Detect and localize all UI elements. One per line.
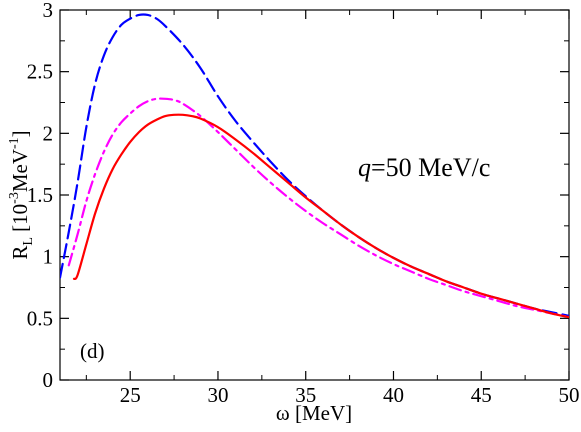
y-axis-units-open: [10 bbox=[8, 204, 32, 237]
q-symbol: q bbox=[358, 153, 371, 182]
series-line-dashdot-magenta bbox=[67, 97, 569, 319]
x-tick-label-3: 40 bbox=[383, 383, 404, 407]
x-tick-label-4: 45 bbox=[471, 383, 492, 407]
y-tick-label-2: 1 bbox=[43, 245, 54, 269]
panel-label: (d) bbox=[80, 339, 105, 363]
y-tick-label-0: 0 bbox=[43, 368, 54, 392]
tick-marks bbox=[60, 9, 570, 381]
series-group bbox=[60, 13, 569, 319]
x-tick-label-0: 25 bbox=[120, 383, 141, 407]
y-axis-units-exp1: -3 bbox=[7, 192, 22, 204]
y-axis-units-mid: MeV bbox=[8, 149, 32, 192]
y-axis-units-close: ] bbox=[8, 130, 32, 137]
series-line-dashed-blue bbox=[60, 13, 569, 317]
tick-labels: 25 30 35 40 45 50 0 0.5 1 1.5 2 2.5 3 bbox=[27, 0, 580, 407]
x-tick-label-5: 50 bbox=[559, 383, 580, 407]
y-axis-title: RL [10-3MeV-1] bbox=[7, 130, 36, 259]
y-tick-label-4: 2 bbox=[43, 121, 54, 145]
y-axis-main: R bbox=[8, 246, 32, 260]
y-tick-label-6: 3 bbox=[43, 0, 54, 22]
x-tick-label-1: 30 bbox=[207, 383, 228, 407]
plot-frame bbox=[59, 9, 570, 381]
y-tick-label-5: 2.5 bbox=[27, 60, 53, 84]
y-tick-label-1: 0.5 bbox=[27, 306, 53, 330]
x-tick-label-2: 35 bbox=[295, 383, 316, 407]
y-axis-units-exp2: -1 bbox=[7, 137, 22, 149]
q-annotation: q=50 MeV/c bbox=[358, 153, 490, 182]
q-value: =50 MeV/c bbox=[371, 153, 490, 182]
x-axis-title: ω [MeV] bbox=[276, 401, 352, 425]
series-line-solid-red bbox=[72, 113, 569, 319]
y-axis-sub: L bbox=[21, 237, 36, 246]
y-tick-label-3: 1.5 bbox=[27, 183, 53, 207]
